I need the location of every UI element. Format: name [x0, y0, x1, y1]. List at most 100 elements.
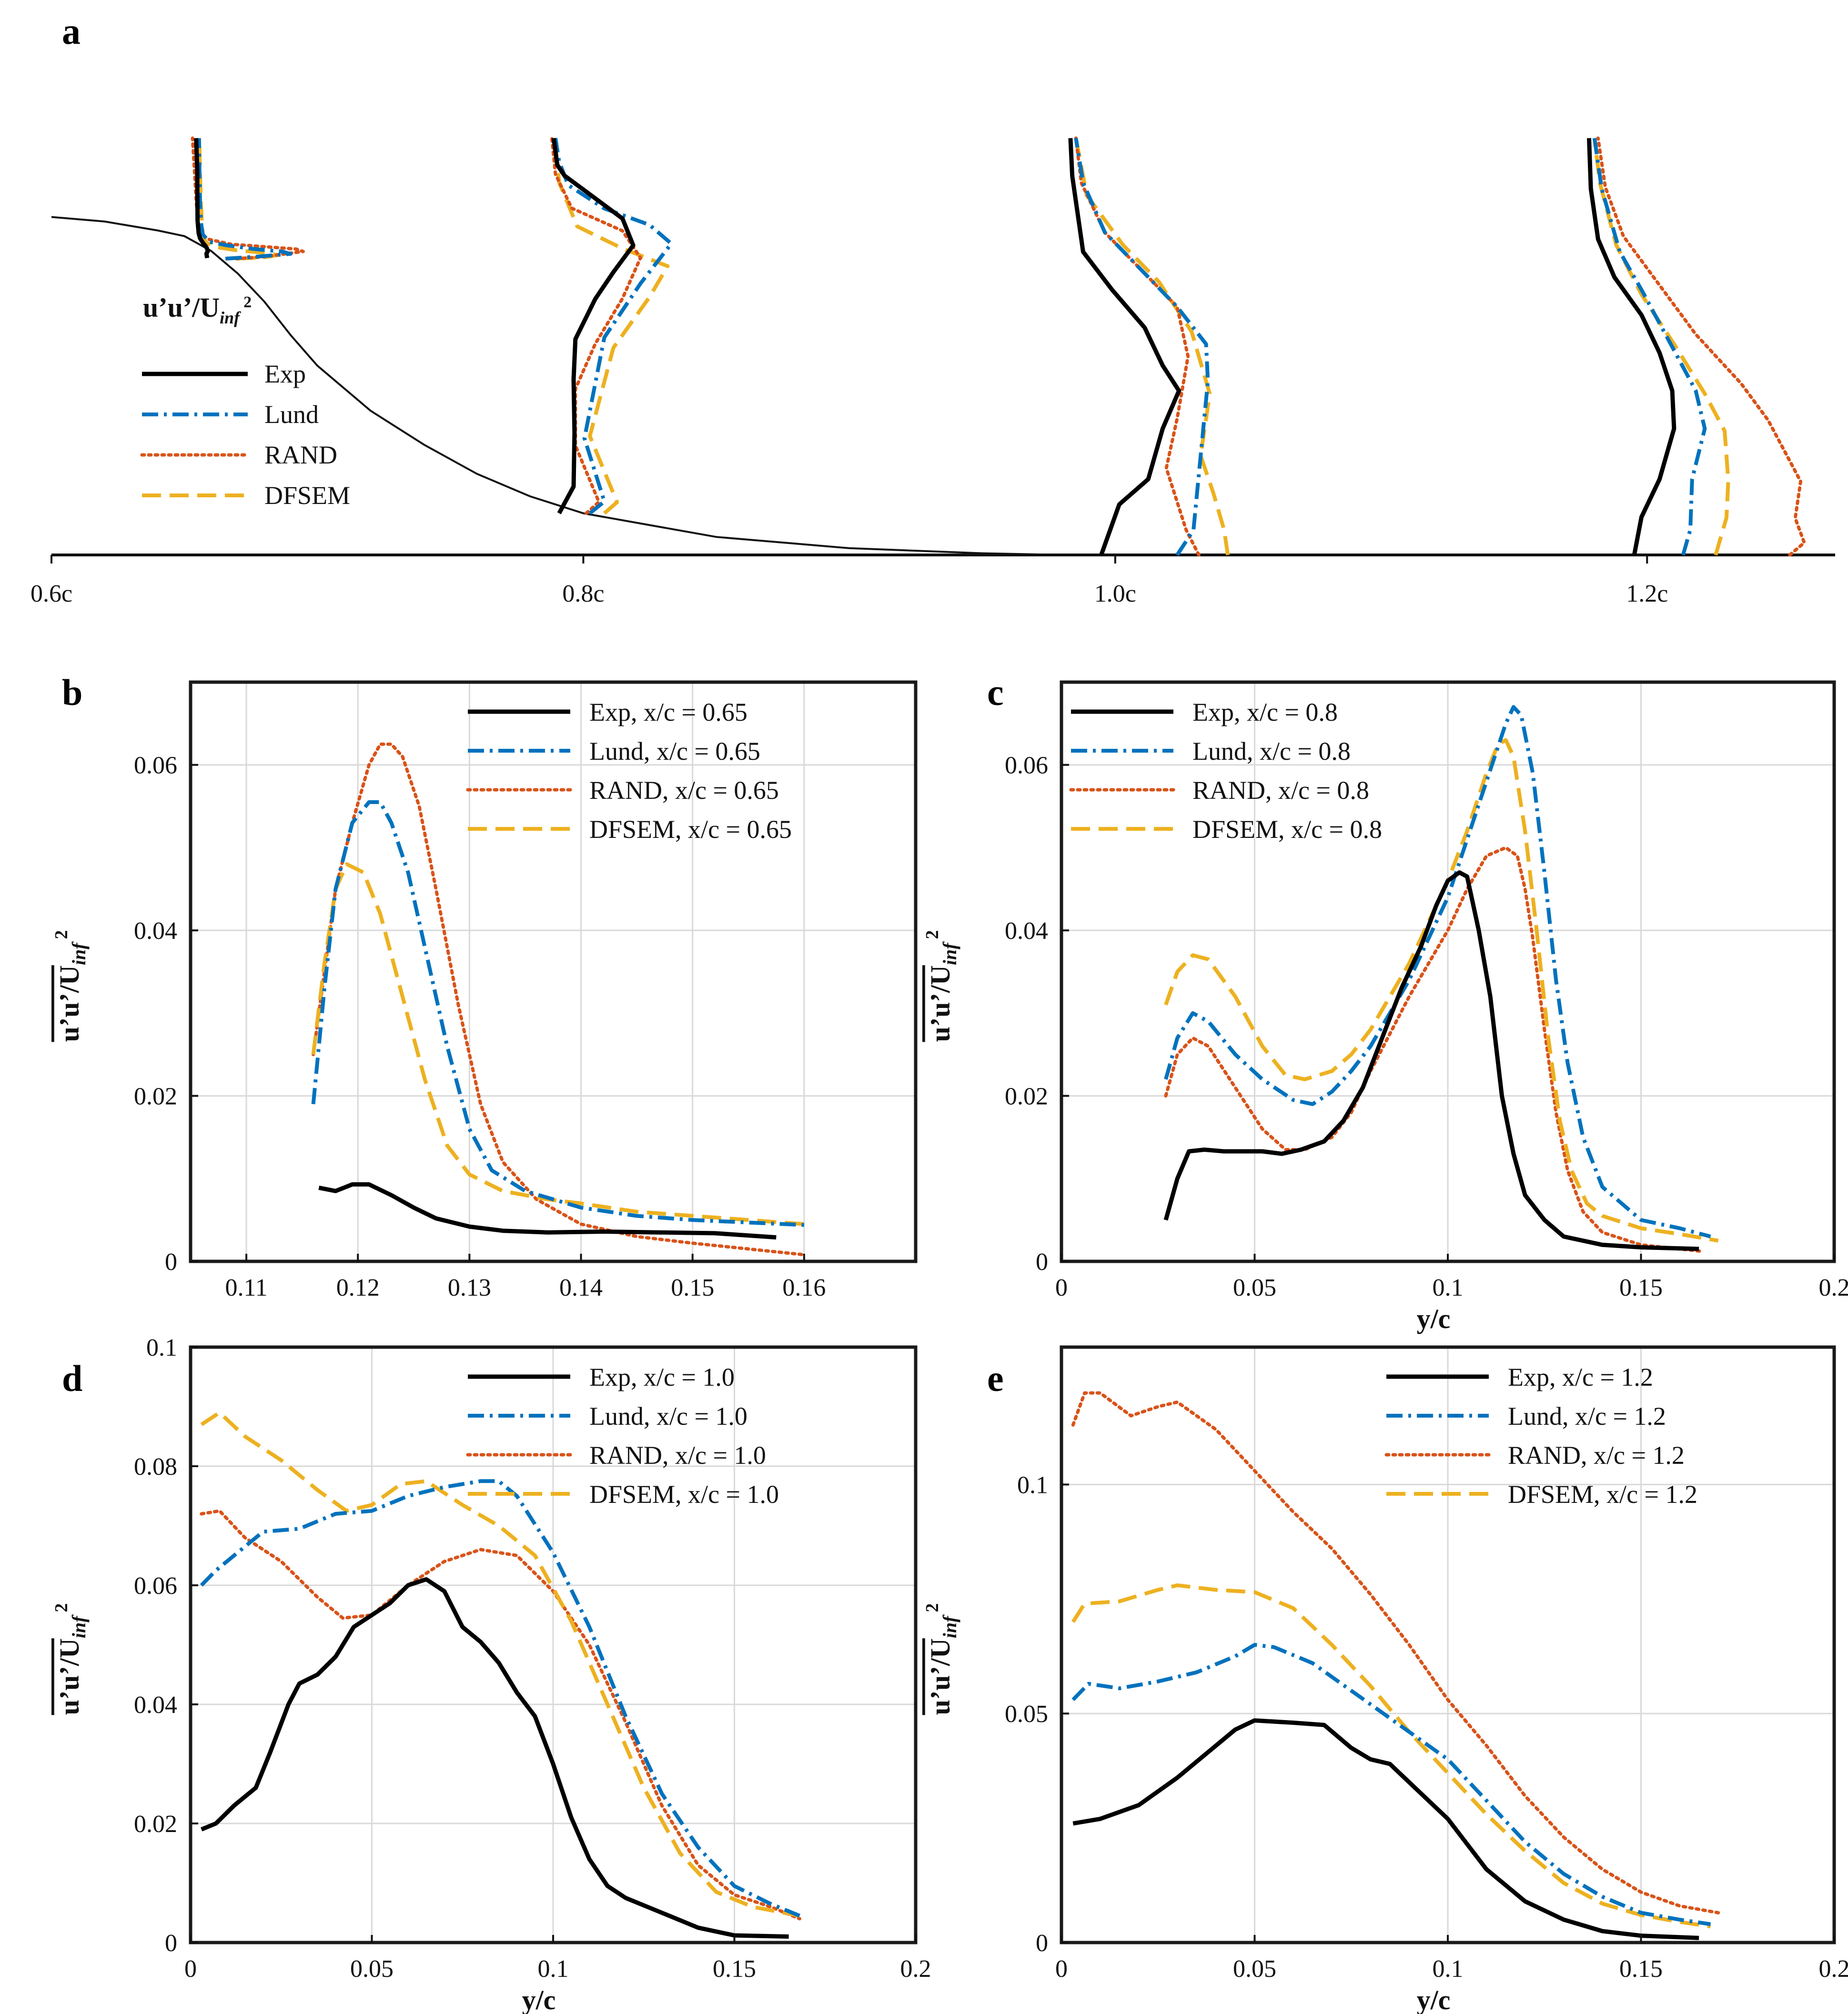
legend-label-lund-c: Lund, x/c = 0.8 — [1192, 737, 1351, 765]
x-tick-label-d: 0.15 — [713, 1955, 756, 1983]
panel-label-e: e — [987, 1358, 1004, 1399]
series-dfsem-e — [1071, 1583, 1711, 1929]
series-dfsem-c — [1164, 738, 1719, 1243]
series-lund-e — [1071, 1643, 1711, 1926]
x-tick-label-d: 0 — [184, 1955, 197, 1983]
y-tick-label-b: 0.06 — [134, 752, 177, 779]
series-rand-c — [1164, 846, 1705, 1253]
plot-frame-b — [189, 680, 918, 1263]
x-tick-label-a: 0.8c — [562, 580, 604, 607]
legend-label-rand-b: RAND, x/c = 0.65 — [589, 776, 779, 805]
legend-label-lund-b: Lund, x/c = 0.65 — [589, 737, 760, 765]
profile-rand-station-4 — [1596, 136, 1806, 557]
panel-d: d0 0.05 0.1 0.15 0.200.020.040.060.080.1y/cu… — [51, 1334, 931, 2014]
x-tick-label-c: 0.15 — [1619, 1274, 1663, 1301]
y-axis-label-b: u’u’/Uinf2 — [51, 930, 90, 1042]
profile-exp-station-1 — [194, 138, 210, 259]
y-tick-label-c: 0.06 — [1005, 752, 1048, 779]
legend-label-lund-d: Lund, x/c = 1.0 — [589, 1402, 747, 1430]
y-tick-label-d: 0 — [165, 1930, 177, 1957]
y-axis-label-d: u’u’/Uinf2 — [51, 1603, 90, 1715]
legend-label-dfsem-e: DFSEM, x/c = 1.2 — [1508, 1480, 1697, 1509]
series-exp-c — [1163, 870, 1699, 1251]
legend-label-rand-c: RAND, x/c = 0.8 — [1192, 776, 1369, 805]
legend-label-dfsem-b: DFSEM, x/c = 0.65 — [589, 815, 792, 844]
x-tick-label-c: 0.1 — [1433, 1274, 1464, 1301]
y-tick-label-b: 0 — [165, 1249, 177, 1276]
x-tick-label-c: 0 — [1055, 1274, 1068, 1301]
y-tick-label-d: 0.06 — [134, 1572, 177, 1600]
x-tick-label-a: 1.0c — [1094, 580, 1136, 607]
y-tick-label-d: 0.02 — [134, 1811, 177, 1838]
series-dfsem-d — [200, 1410, 800, 1918]
x-axis-label-e: y/c — [1417, 1984, 1451, 2014]
legend-label-dfsem-c: DFSEM, x/c = 0.8 — [1192, 815, 1382, 844]
series-exp-d — [201, 1577, 789, 1939]
x-tick-label-b: 0.15 — [671, 1274, 714, 1301]
series-lund-b — [311, 800, 804, 1227]
legend-label-exp-c: Exp, x/c = 0.8 — [1192, 698, 1338, 726]
y-tick-label-e: 0.05 — [1005, 1701, 1048, 1728]
series-exp-b — [318, 1182, 777, 1240]
x-tick-label-b: 0.12 — [336, 1274, 380, 1301]
x-tick-label-a: 0.6c — [30, 580, 72, 607]
legend-label-rand: RAND — [264, 441, 337, 469]
panel-b: b 0.11 0.12 0.13 0.14 0.15 0.16 0 0.02 0.04 0.06 u’… — [51, 672, 918, 1301]
panel-label-d: d — [62, 1358, 82, 1399]
y-axis-label-c: u’u’/Uinf2 — [922, 930, 960, 1042]
profile-lund-station-3 — [1074, 138, 1210, 556]
series-lund-c — [1164, 705, 1711, 1239]
legend-label-dfsem-d: DFSEM, x/c = 1.0 — [589, 1480, 779, 1509]
legend-label-rand-e: RAND, x/c = 1.2 — [1508, 1441, 1685, 1470]
y-tick-label-b: 0.02 — [134, 1083, 177, 1110]
panel-label-a: a — [62, 10, 81, 52]
x-tick-label-d: 0.05 — [350, 1955, 394, 1983]
profile-dfsem-station-2 — [553, 138, 670, 515]
panel-label-c: c — [987, 672, 1004, 713]
y-tick-label-c: 0.02 — [1005, 1083, 1048, 1110]
series-rand-d — [200, 1509, 801, 1921]
x-tick-label-d: 0.1 — [538, 1955, 569, 1983]
series-rand-e — [1071, 1391, 1720, 1914]
legend-label-exp-d: Exp, x/c = 1.0 — [589, 1363, 735, 1391]
series-exp-e — [1072, 1718, 1699, 1940]
series-lund-d — [200, 1479, 801, 1918]
profile-dfsem-station-3 — [1074, 138, 1230, 555]
x-tick-label-b: 0.14 — [559, 1274, 603, 1301]
x-tick-label-e: 0.1 — [1433, 1955, 1464, 1983]
y-tick-label-b: 0.04 — [134, 917, 177, 945]
profile-exp-station-2 — [551, 138, 636, 514]
x-tick-label-e: 0.2 — [1819, 1955, 1848, 1983]
series-dfsem-b — [311, 862, 805, 1226]
y-tick-label-d: 0.04 — [134, 1692, 177, 1719]
profile-exp-station-3 — [1068, 138, 1182, 556]
y-axis-label-e: u’u’/Uinf2 — [922, 1603, 960, 1715]
legend-label-rand-d: RAND, x/c = 1.0 — [589, 1441, 766, 1470]
x-tick-label-c: 0.05 — [1233, 1274, 1276, 1301]
profile-rand-station-3 — [1074, 136, 1201, 557]
profile-exp-station-4 — [1587, 138, 1676, 555]
y-tick-label-e: 0.1 — [1017, 1471, 1048, 1499]
y-tick-label-c: 0.04 — [1005, 917, 1048, 945]
legend-label-exp: Exp — [264, 360, 306, 388]
legend-label-dfsem: DFSEM — [264, 481, 350, 510]
x-tick-label-c: 0.2 — [1819, 1274, 1848, 1301]
hill-profile — [51, 216, 1833, 556]
y-tick-label-c: 0 — [1036, 1249, 1048, 1276]
y-tick-label-d: 0.1 — [146, 1334, 177, 1361]
x-tick-label-e: 0 — [1055, 1955, 1068, 1983]
x-tick-label-b: 0.13 — [448, 1274, 491, 1301]
x-tick-label-e: 0.05 — [1233, 1955, 1276, 1983]
profile-rand-station-1 — [191, 136, 305, 261]
y-tick-label-e: 0 — [1036, 1930, 1048, 1957]
panel-e: e0 0.05 0.1 0.15 0.200.050.1y/cu’u’/Uinf2Exp… — [922, 1345, 1848, 2014]
x-tick-label-a: 1.2c — [1626, 580, 1668, 607]
profile-lund-station-1 — [197, 138, 293, 261]
x-tick-label-d: 0.2 — [900, 1955, 931, 1983]
legend-label-exp-b: Exp, x/c = 0.65 — [589, 698, 747, 726]
x-axis-label-d: y/c — [522, 1984, 556, 2014]
y-tick-label-d: 0.08 — [134, 1453, 177, 1480]
legend-label-exp-e: Exp, x/c = 1.2 — [1508, 1363, 1653, 1391]
profile-rand-station-2 — [550, 136, 642, 515]
